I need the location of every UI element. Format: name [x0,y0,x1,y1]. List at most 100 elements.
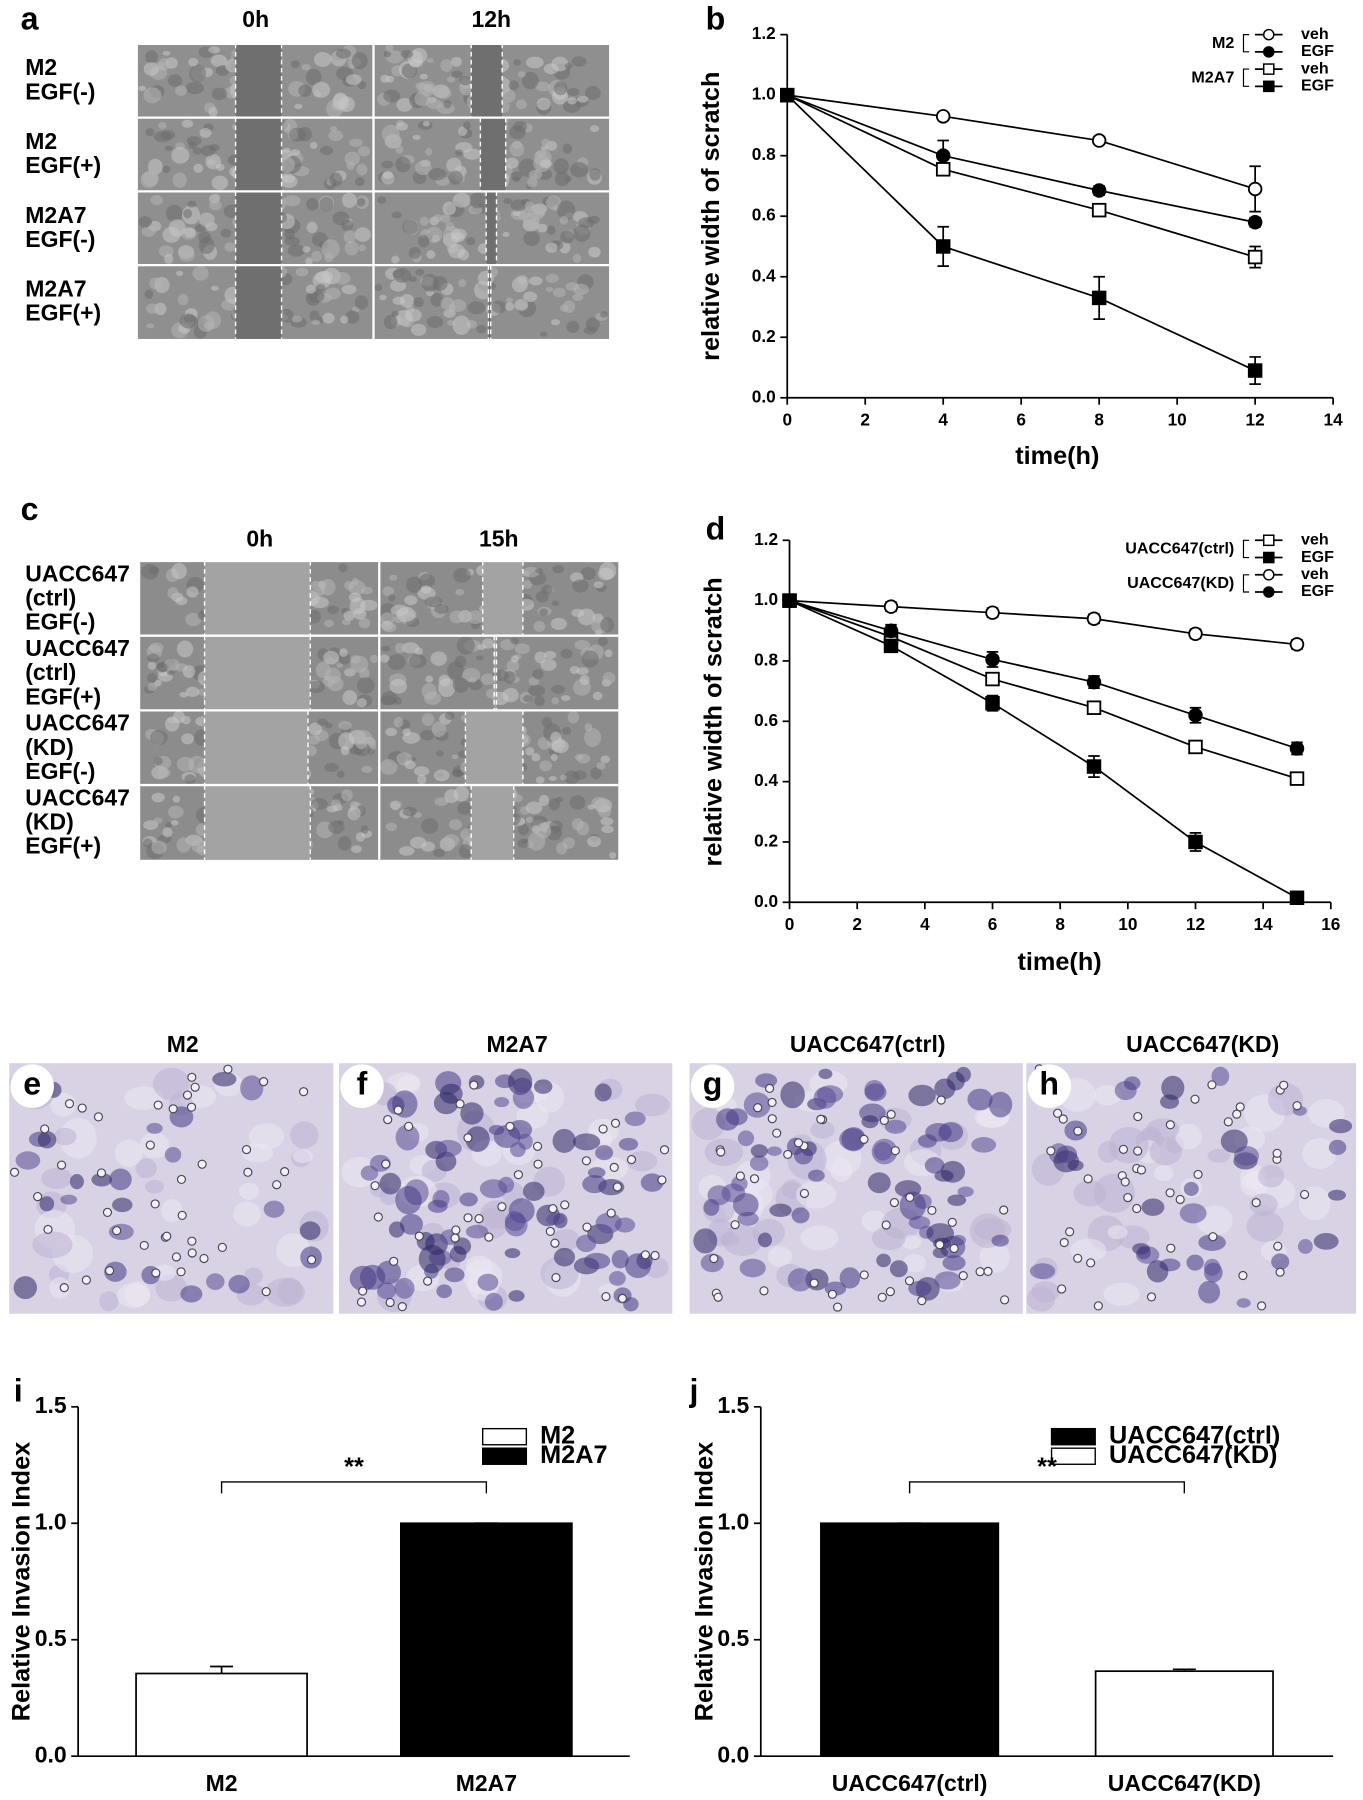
y-axis-title: Relative Invasion Index [690,1442,718,1721]
legend-label: UACC647(ctrl) [1109,1421,1280,1449]
cell [452,315,471,335]
cell [830,1158,853,1183]
legend-marker [1262,568,1275,581]
cell [162,226,181,243]
cell [320,145,334,156]
cell [467,610,484,625]
cell [458,279,467,287]
cell [143,838,153,848]
cell [1271,1253,1290,1270]
cell [211,87,228,101]
cell [181,733,194,745]
scratch [204,785,311,860]
pore [139,1240,149,1251]
cell [408,246,421,259]
cell [415,160,432,176]
data-point [1091,133,1107,148]
y-tick-label: 1.2 [754,529,778,549]
legend-marker [1262,63,1275,75]
cell [767,1146,782,1156]
cell [164,253,174,264]
cell [426,250,436,259]
pore [381,1159,391,1169]
cell [359,1264,386,1290]
cell [138,216,153,228]
x-tick-label: UACC647(KD) [1108,1770,1261,1796]
cell [572,1133,601,1151]
cell [576,753,591,764]
cell [522,1181,545,1201]
cell [517,823,530,836]
cell [506,297,514,303]
cell [145,50,158,64]
cell [750,1144,768,1158]
y-tick-label: 0.5 [717,1625,749,1651]
cell [332,211,350,226]
cell [419,73,428,80]
cell [861,1210,888,1232]
cell [404,308,422,322]
legend-label: EGF [1301,42,1334,60]
cell [525,816,534,824]
cell [794,1146,813,1165]
cell [693,1228,718,1254]
cell [302,246,311,253]
data-point [1188,626,1203,642]
cell [200,145,216,157]
cell [493,1124,521,1148]
cell [454,655,467,668]
cell [508,1290,525,1302]
cell [572,283,589,296]
cell [287,244,305,257]
x-tick-label: 12 [1246,409,1265,429]
x-tick-label: 14 [1324,409,1344,429]
legend-label: M2 [540,1421,575,1449]
cell [192,147,202,155]
cell [395,1124,420,1151]
cell [335,48,352,59]
cell [181,716,191,725]
cell [228,1274,250,1294]
cell [1175,1123,1202,1150]
cell [618,1137,639,1151]
pore [450,1233,460,1243]
cell [156,767,171,778]
pore [373,1212,383,1222]
cell [147,682,158,691]
data-point [1247,215,1263,230]
cell [592,691,603,701]
cell [528,685,546,697]
cell [538,794,550,807]
legend-label: EGF [1301,548,1334,566]
panel-letter: c [21,491,39,527]
cell [401,642,420,654]
cell [458,844,473,859]
cell [385,822,398,832]
cell [510,1142,526,1158]
pore [187,1236,197,1246]
cell [114,1139,143,1167]
pore [793,1138,804,1148]
cell [350,845,362,853]
pore [767,1097,777,1108]
cell [390,279,407,292]
cell [347,806,361,821]
pore [1279,1080,1289,1090]
cell [1186,1254,1204,1271]
legend-swatch [1050,1447,1096,1465]
cell [179,691,189,698]
legend-label: EGF [1301,582,1334,600]
cell [338,563,348,573]
cell [404,760,416,770]
pore [162,1231,172,1241]
cell [589,125,600,132]
column-label: 0h [242,6,269,32]
legend-swatch [481,1447,528,1465]
cell [310,596,329,609]
cell [460,1102,484,1125]
cell [171,562,187,580]
cell [366,748,375,755]
data-point [1188,708,1203,723]
pore [1251,1198,1261,1208]
